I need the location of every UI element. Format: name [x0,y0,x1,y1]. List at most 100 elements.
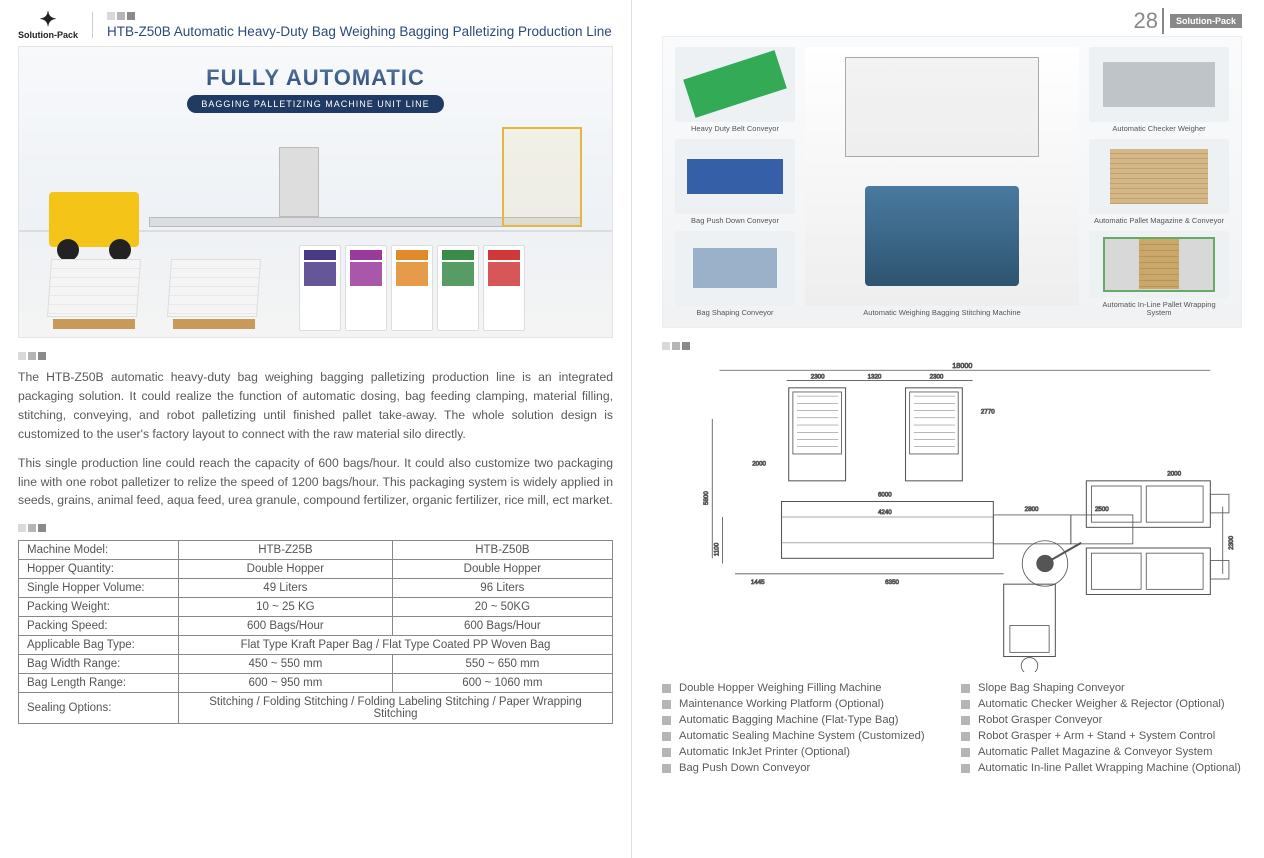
svg-text:1100: 1100 [713,542,720,556]
svg-text:1320: 1320 [868,374,882,381]
spec-value: HTB-Z50B [392,541,612,560]
svg-text:4240: 4240 [878,509,892,516]
spec-value: 600 ~ 950 mm [179,674,393,693]
spec-label: Bag Length Range: [19,674,179,693]
page-number: 28 [1134,8,1164,34]
forklift-graphic [49,192,139,247]
tower-graphic [502,127,582,227]
spec-value: 550 ~ 650 mm [392,655,612,674]
brand-logo: ✦ Solution-Pack [18,10,78,40]
bullet-icon [961,716,970,725]
bullet-icon [961,700,970,709]
component-label: Heavy Duty Belt Conveyor [691,125,779,133]
bullet-icon [961,748,970,757]
bullet-icon [961,764,970,773]
bullet-icon [662,700,671,709]
component-push-down-conveyor: Bag Push Down Conveyor [675,139,795,225]
spec-value: Double Hopper [179,560,393,579]
table-row: Single Hopper Volume:49 Liters96 Liters [19,579,613,598]
parts-item-label: Automatic Bagging Machine (Flat-Type Bag… [679,714,899,726]
component-belt-conveyor: Heavy Duty Belt Conveyor [675,47,795,133]
component-shaping-conveyor: Bag Shaping Conveyor [675,231,795,317]
spec-label: Single Hopper Volume: [19,579,179,598]
table-row: Sealing Options:Stitching / Folding Stit… [19,693,613,724]
description-paragraph-1: The HTB-Z50B automatic heavy-duty bag we… [18,368,613,444]
header-separator [92,12,93,38]
component-label: Automatic Weighing Bagging Stitching Mac… [863,309,1020,317]
parts-item: Slope Bag Shaping Conveyor [961,680,1242,696]
svg-text:2300: 2300 [811,374,825,381]
spec-label: Bag Width Range: [19,655,179,674]
svg-text:2300: 2300 [1228,535,1235,549]
page-header: ✦ Solution-Pack HTB-Z50B Automatic Heavy… [18,10,613,40]
parts-item-label: Slope Bag Shaping Conveyor [978,682,1125,694]
svg-text:2500: 2500 [1095,506,1109,513]
parts-item-label: Automatic InkJet Printer (Optional) [679,746,850,758]
bullet-icon [662,748,671,757]
product-bag [345,245,387,331]
parts-item: Automatic InkJet Printer (Optional) [662,744,943,760]
parts-item: Automatic Pallet Magazine & Conveyor Sys… [961,744,1242,760]
parts-item-label: Automatic Sealing Machine System (Custom… [679,730,925,742]
spec-value: 600 Bags/Hour [392,617,612,636]
spec-value: 450 ~ 550 mm [179,655,393,674]
spec-value: 10 ~ 25 KG [179,598,393,617]
component-label: Bag Push Down Conveyor [691,217,779,225]
parts-item-label: Robot Grasper Conveyor [978,714,1102,726]
page-number-box: 28 Solution-Pack [1134,8,1243,34]
table-row: Bag Width Range:450 ~ 550 mm550 ~ 650 mm [19,655,613,674]
product-bags-row [299,245,525,331]
svg-text:2800: 2800 [1025,506,1039,513]
component-checker-weigher: Automatic Checker Weigher [1089,47,1229,133]
parts-item-label: Maintenance Working Platform (Optional) [679,698,884,710]
logo-icon: ✦ [40,10,57,30]
accent-squares [18,352,613,360]
svg-text:6000: 6000 [878,491,892,498]
page-left: ✦ Solution-Pack HTB-Z50B Automatic Heavy… [0,0,632,858]
bullet-icon [662,716,671,725]
spec-label: Machine Model: [19,541,179,560]
hero-title: FULLY AUTOMATIC [19,65,612,91]
spec-label: Hopper Quantity: [19,560,179,579]
product-bag [483,245,525,331]
product-bag [299,245,341,331]
product-bag [437,245,479,331]
bullet-icon [961,684,970,693]
svg-text:2000: 2000 [752,460,766,467]
description-paragraph-2: This single production line could reach … [18,454,613,511]
component-label: Bag Shaping Conveyor [696,309,773,317]
svg-text:1445: 1445 [751,579,765,586]
accent-squares [18,524,613,532]
spec-label: Applicable Bag Type: [19,636,179,655]
spec-value: Stitching / Folding Stitching / Folding … [179,693,613,724]
parts-item: Robot Grasper + Arm + Stand + System Con… [961,728,1242,744]
robot-graphic [279,147,319,217]
parts-item-label: Double Hopper Weighing Filling Machine [679,682,882,694]
component-label: Automatic Checker Weigher [1112,125,1205,133]
page-right: 28 Solution-Pack Heavy Duty Belt Conveyo… [632,0,1264,858]
parts-item: Automatic Sealing Machine System (Custom… [662,728,943,744]
spec-label: Packing Speed: [19,617,179,636]
hero-illustration: FULLY AUTOMATIC BAGGING PALLETIZING MACH… [18,46,613,338]
parts-list: Double Hopper Weighing Filling Machine Ma… [662,680,1242,776]
spec-label: Packing Weight: [19,598,179,617]
parts-item-label: Automatic In-line Pallet Wrapping Machin… [978,762,1241,774]
bullet-icon [662,684,671,693]
pallet-graphic [169,259,259,329]
parts-column-1: Double Hopper Weighing Filling Machine Ma… [662,680,943,776]
page-badge: Solution-Pack [1170,14,1242,28]
parts-item-label: Bag Push Down Conveyor [679,762,810,774]
component-pallet-wrapping: Automatic In-Line Pallet Wrapping System [1089,231,1229,317]
table-row: Bag Length Range:600 ~ 950 mm600 ~ 1060 … [19,674,613,693]
spec-value: 600 ~ 1060 mm [392,674,612,693]
parts-item: Bag Push Down Conveyor [662,760,943,776]
svg-text:2770: 2770 [981,409,995,416]
table-row: Packing Speed:600 Bags/Hour600 Bags/Hour [19,617,613,636]
component-main-machine: Automatic Weighing Bagging Stitching Mac… [805,47,1079,317]
spec-value: HTB-Z25B [179,541,393,560]
parts-item: Automatic In-line Pallet Wrapping Machin… [961,760,1242,776]
table-row: Applicable Bag Type:Flat Type Kraft Pape… [19,636,613,655]
parts-column-2: Slope Bag Shaping Conveyor Automatic Chec… [961,680,1242,776]
parts-item-label: Automatic Checker Weigher & Rejector (Op… [978,698,1225,710]
parts-item-label: Robot Grasper + Arm + Stand + System Con… [978,730,1215,742]
